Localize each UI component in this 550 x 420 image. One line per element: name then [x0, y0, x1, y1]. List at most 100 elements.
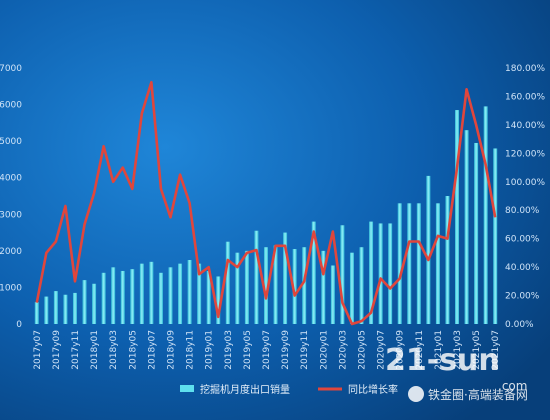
bar — [369, 221, 374, 324]
y-right-tick-label: 20.00% — [505, 292, 540, 302]
y-right-tick-label: 80.00% — [505, 206, 540, 216]
y-right-tick-label: 140.00% — [505, 121, 545, 131]
bar — [493, 148, 498, 324]
x-tick-label: 2019y01 — [205, 330, 215, 370]
bar — [53, 291, 58, 324]
growth-rate-line — [35, 80, 497, 326]
wechat-icon — [408, 386, 424, 402]
bar — [244, 250, 249, 324]
bar — [283, 232, 288, 324]
y-left-tick-label: 2000 — [0, 247, 22, 257]
watermark: 21-sun .com 铁金圈·高端装备网 — [385, 343, 528, 402]
bar — [130, 269, 135, 324]
bar — [92, 283, 97, 324]
y-axis-right: 0.00% 20.00% 40.00% 60.00% 80.00% 100.00% 120.… — [505, 64, 545, 330]
x-tick-label: 2021y01 — [434, 330, 444, 370]
bar — [445, 196, 450, 324]
bar — [44, 296, 49, 324]
bar — [101, 272, 106, 324]
bar — [72, 292, 77, 324]
bar — [311, 221, 316, 324]
bar — [464, 130, 469, 324]
x-tick-label: 2021y05 — [472, 330, 482, 370]
bar — [359, 247, 364, 324]
bar — [63, 294, 68, 324]
x-tick-label: 2020y01 — [319, 330, 329, 370]
bar — [235, 252, 240, 324]
y-right-tick-label: 180.00% — [505, 64, 545, 74]
y-left-tick-label: 5000 — [0, 137, 22, 147]
bar — [187, 260, 192, 324]
x-tick-label: 2021y03 — [453, 330, 463, 370]
bar — [178, 263, 183, 324]
bar — [263, 247, 268, 324]
x-tick-label: 2019y07 — [262, 330, 272, 370]
watermark-wechat: 铁金圈·高端装备网 — [428, 387, 528, 402]
x-tick-label: 2017y07 — [33, 330, 43, 370]
bar — [149, 261, 154, 324]
x-tick-label: 2019y05 — [243, 330, 253, 370]
x-tick-label: 2018y09 — [166, 330, 176, 370]
y-left-tick-label: 6000 — [0, 101, 22, 111]
y-right-tick-label: 120.00% — [505, 149, 545, 159]
x-tick-label: 2020y09 — [396, 330, 406, 370]
bar — [340, 225, 345, 324]
bar — [273, 245, 278, 324]
legend-item-bars: 挖掘机月度出口销量 — [180, 383, 290, 396]
bar — [34, 302, 39, 324]
x-tick-label: 2018y11 — [186, 330, 196, 370]
watermark-suffix: .com — [498, 379, 527, 393]
bar-series — [34, 106, 498, 325]
y-right-tick-label: 0.00% — [505, 320, 534, 330]
bar — [388, 223, 393, 324]
bar — [435, 203, 440, 324]
x-tick-label: 2020y11 — [415, 330, 425, 370]
bar — [197, 263, 202, 324]
bar — [302, 247, 307, 324]
bar — [216, 276, 221, 324]
y-right-tick-label: 160.00% — [505, 92, 545, 102]
x-tick-label: 2019y09 — [281, 330, 291, 370]
bar — [254, 230, 259, 324]
bar — [474, 142, 479, 324]
bar — [407, 203, 412, 324]
y-axis-left: 0 1000 2000 3000 4000 5000 6000 7000 — [0, 64, 22, 330]
bar — [139, 263, 144, 324]
bar — [416, 203, 421, 324]
bar — [111, 267, 116, 324]
bar — [225, 241, 230, 324]
x-tick-label: 2020y03 — [338, 330, 348, 370]
bar — [158, 272, 163, 324]
x-tick-label: 2018y03 — [109, 330, 119, 370]
y-left-tick-label: 4000 — [0, 174, 22, 184]
x-axis: 2017y07 2017y09 2017y11 2018y01 2018y03 2018y… — [33, 330, 501, 370]
bar — [120, 270, 125, 324]
bar — [330, 265, 335, 324]
x-tick-label: 2021y07 — [491, 330, 501, 370]
x-tick-label: 2017y11 — [71, 330, 81, 370]
bar — [378, 223, 383, 324]
legend-label-line: 同比增长率 — [348, 383, 398, 396]
y-right-tick-label: 60.00% — [505, 235, 540, 245]
legend-swatch-bars — [180, 385, 194, 392]
x-tick-label: 2017y09 — [52, 330, 62, 370]
x-tick-label: 2018y07 — [147, 330, 157, 370]
bar — [321, 250, 326, 324]
y-right-tick-label: 100.00% — [505, 178, 545, 188]
line-series — [35, 80, 497, 326]
y-left-tick-label: 1000 — [0, 283, 22, 293]
x-tick-label: 2020y07 — [377, 330, 387, 370]
legend: 挖掘机月度出口销量 同比增长率 — [180, 383, 398, 396]
y-right-tick-label: 40.00% — [505, 263, 540, 273]
bar — [292, 249, 297, 324]
bar — [82, 280, 87, 324]
bar — [397, 203, 402, 324]
bar — [168, 267, 173, 324]
x-tick-label: 2019y11 — [300, 330, 310, 370]
bar — [206, 270, 211, 324]
y-left-tick-label: 7000 — [0, 64, 22, 74]
bar — [483, 106, 488, 325]
y-left-tick-label: 3000 — [0, 210, 22, 220]
